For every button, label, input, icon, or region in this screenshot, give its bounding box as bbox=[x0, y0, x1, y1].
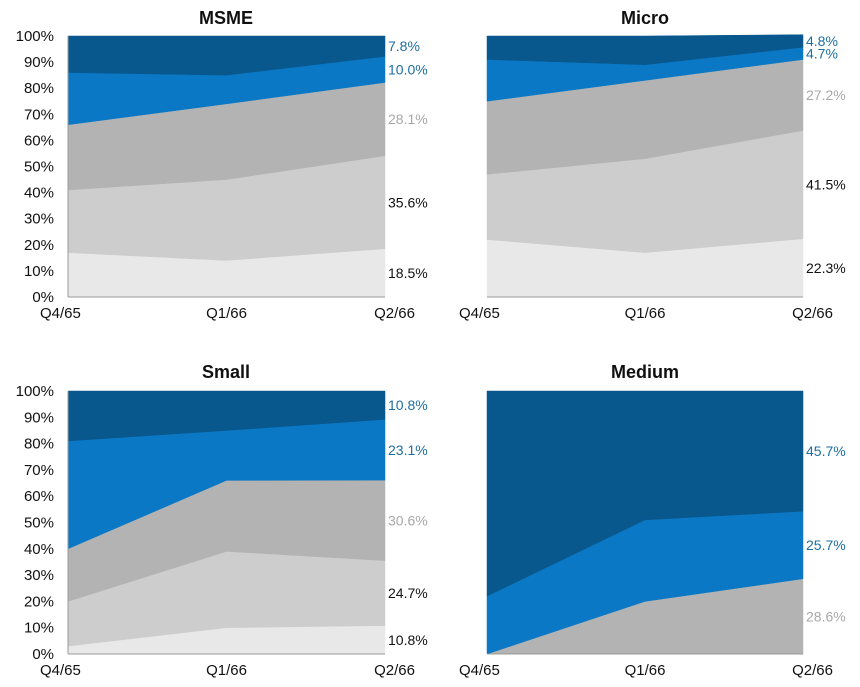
y-tick-label: 30% bbox=[24, 211, 54, 228]
x-tick-label: Q2/66 bbox=[792, 662, 833, 679]
chart-panel-micro: Micro 22.3% 41.5% 27.2% 4.7%4.8% Q4/65 Q1/66 Q2… bbox=[459, 8, 846, 322]
x-tick-label: Q2/66 bbox=[792, 305, 833, 322]
x-tick-label: Q1/66 bbox=[625, 662, 666, 679]
x-tick-label: Q2/66 bbox=[374, 305, 415, 322]
y-tick-label: 100% bbox=[16, 383, 54, 400]
chart-title: Medium bbox=[611, 362, 679, 382]
data-label-series-5: 10.8% bbox=[388, 397, 428, 413]
y-tick-label: 40% bbox=[24, 541, 54, 558]
data-label-series-2: 41.5% bbox=[806, 177, 846, 193]
y-tick-label: 0% bbox=[32, 289, 54, 306]
x-tick-label: Q4/65 bbox=[459, 305, 500, 322]
y-tick-label: 50% bbox=[24, 515, 54, 532]
y-tick-label: 80% bbox=[24, 436, 54, 453]
y-tick-label: 10% bbox=[24, 620, 54, 637]
y-tick-label: 60% bbox=[24, 488, 54, 505]
data-label-series-5: 4.8% bbox=[806, 33, 838, 49]
data-label-series-1: 18.5% bbox=[388, 265, 428, 281]
chart-panel-small: Small 10.8% 24.7% 30.6% 23.1% 10.8% 0% 10% 20% 30… bbox=[16, 362, 428, 679]
x-tick-label: Q1/66 bbox=[206, 305, 247, 322]
area-series-3 bbox=[486, 390, 804, 597]
data-label-series-4: 10.0% bbox=[388, 61, 428, 77]
data-label-series-2: 25.7% bbox=[806, 537, 846, 553]
chart-title: Micro bbox=[621, 8, 669, 28]
y-tick-label: 40% bbox=[24, 185, 54, 202]
data-label-series-5: 7.8% bbox=[388, 38, 420, 54]
chart-title: MSME bbox=[199, 8, 253, 28]
x-tick-label: Q1/66 bbox=[206, 662, 247, 679]
data-label-series-4: 23.1% bbox=[388, 442, 428, 458]
y-tick-label: 20% bbox=[24, 237, 54, 254]
x-tick-label: Q2/66 bbox=[374, 662, 415, 679]
y-tick-label: 10% bbox=[24, 263, 54, 280]
data-label-series-3: 27.2% bbox=[806, 87, 846, 103]
data-label-series-2: 24.7% bbox=[388, 585, 428, 601]
y-tick-label: 70% bbox=[24, 106, 54, 123]
y-tick-label: 90% bbox=[24, 54, 54, 71]
data-label-series-2: 35.6% bbox=[388, 194, 428, 210]
data-label-series-1: 10.8% bbox=[388, 632, 428, 648]
y-tick-label: 50% bbox=[24, 159, 54, 176]
x-tick-label: Q4/65 bbox=[40, 305, 81, 322]
data-label-series-1: 22.3% bbox=[806, 260, 846, 276]
y-tick-label: 80% bbox=[24, 80, 54, 97]
chart-title: Small bbox=[202, 362, 250, 382]
x-tick-label: Q4/65 bbox=[40, 662, 81, 679]
y-tick-label: 70% bbox=[24, 462, 54, 479]
data-label-series-3: 45.7% bbox=[806, 443, 846, 459]
y-tick-label: 30% bbox=[24, 567, 54, 584]
data-label-series-4: 4.7% bbox=[806, 45, 838, 61]
data-label-series-1: 28.6% bbox=[806, 608, 846, 624]
y-tick-label: 100% bbox=[16, 28, 54, 45]
y-tick-label: 90% bbox=[24, 409, 54, 426]
y-tick-label: 60% bbox=[24, 132, 54, 149]
y-tick-label: 20% bbox=[24, 593, 54, 610]
area-series-5 bbox=[486, 34, 804, 65]
chart-panel-msme: MSME 18.5% 35.6% 28.1% 10.0% 7.8% 0% 10% 20% 30% 4… bbox=[16, 8, 428, 322]
chart-panel-medium: Medium 28.6% 25.7% 45.7% Q4/65 Q1/66 Q2/66 bbox=[459, 362, 846, 679]
data-label-series-3: 28.1% bbox=[388, 111, 428, 127]
y-tick-label: 0% bbox=[32, 646, 54, 663]
x-tick-label: Q4/65 bbox=[459, 662, 500, 679]
data-label-series-3: 30.6% bbox=[388, 512, 428, 528]
x-tick-label: Q1/66 bbox=[625, 305, 666, 322]
